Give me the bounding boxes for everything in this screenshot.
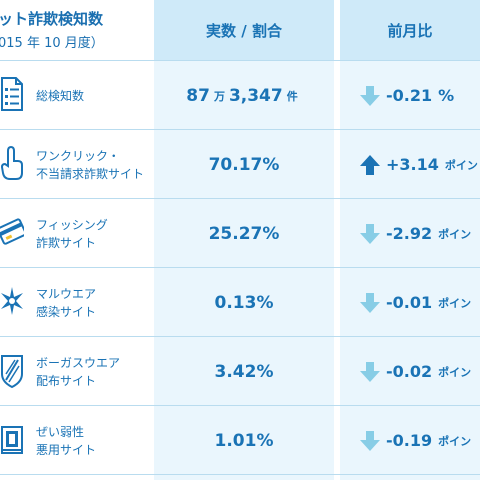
label-line: 感染サイト bbox=[36, 304, 97, 319]
malware-star-icon bbox=[0, 281, 24, 321]
change-value: -0.01 bbox=[386, 293, 433, 312]
table-row-oneclick: ワンクリック・ 不当請求詐欺サイト 70.17% +3.14 ポイン bbox=[0, 130, 480, 199]
arrow-down-icon bbox=[360, 223, 380, 244]
label-line: ぜい弱性 bbox=[36, 424, 85, 439]
row-change: +3.14 ポイン bbox=[360, 130, 478, 199]
row-value: 3.42% bbox=[214, 361, 274, 382]
row-change: -0.01 ポイン bbox=[360, 268, 471, 337]
row-divider bbox=[0, 336, 480, 337]
title-line-1: ット詐欺検知数 bbox=[0, 10, 104, 28]
change-value: -0.02 bbox=[386, 362, 433, 381]
label-line: フィッシング bbox=[36, 217, 108, 232]
change-unit: ポイン bbox=[438, 296, 472, 310]
row-label: 総検知数 bbox=[36, 61, 84, 130]
row-divider bbox=[0, 60, 480, 61]
change-unit: % bbox=[438, 86, 455, 105]
row-divider bbox=[0, 474, 480, 475]
label-line: ワンクリック・ bbox=[36, 148, 120, 163]
row-label: フィッシング 詐欺サイト bbox=[36, 199, 108, 268]
row-label: ぜい弱性 悪用サイト bbox=[36, 406, 96, 475]
shield-icon bbox=[0, 350, 24, 390]
change-value: -2.92 bbox=[386, 224, 433, 243]
row-change: -2.92 ポイン bbox=[360, 199, 471, 268]
prev-column-background bbox=[340, 0, 480, 480]
row-divider bbox=[0, 267, 480, 268]
hand-cursor-icon bbox=[0, 143, 24, 183]
arrow-down-icon bbox=[360, 361, 380, 382]
table-row-total: 総検知数 87 万 3,347 件 -0.21 % bbox=[0, 61, 480, 130]
row-value: 0.13% bbox=[214, 292, 274, 313]
change-value: -0.21 bbox=[386, 86, 433, 105]
row-divider bbox=[0, 198, 480, 199]
label-line: ボーガスウエア bbox=[36, 355, 121, 370]
row-change: -0.02 ポイン bbox=[360, 337, 471, 406]
credit-card-icon bbox=[0, 212, 27, 252]
ratio-column-header: 実数 / 割合 bbox=[154, 0, 334, 60]
row-divider bbox=[0, 129, 480, 130]
arrow-down-icon bbox=[360, 292, 380, 313]
change-value: +3.14 bbox=[386, 155, 439, 174]
row-value: 1.01% bbox=[214, 430, 274, 451]
value-suffix: 件 bbox=[286, 89, 298, 103]
row-change: -0.19 ポイン bbox=[360, 406, 471, 475]
label-line: マルウエア bbox=[36, 286, 97, 301]
value-main: 87 bbox=[186, 85, 210, 106]
change-value: -0.19 bbox=[386, 431, 433, 450]
document-list-icon bbox=[0, 74, 24, 114]
title-line-2: 015 年 10 月度） bbox=[0, 36, 104, 51]
row-change: -0.21 % bbox=[360, 61, 454, 130]
label-line: 不当請求詐欺サイト bbox=[36, 166, 145, 181]
table-row-vulnerability: ぜい弱性 悪用サイト 1.01% -0.19 ポイン bbox=[0, 406, 480, 475]
row-label: ワンクリック・ 不当請求詐欺サイト bbox=[36, 130, 144, 199]
vulnerable-window-icon bbox=[0, 419, 24, 459]
label-line: 配布サイト bbox=[36, 373, 97, 388]
row-value: 87 万 3,347 件 bbox=[154, 61, 334, 130]
value-unit: 万 bbox=[213, 89, 225, 103]
arrow-up-icon bbox=[360, 154, 380, 175]
table-row-phishing: フィッシング 詐欺サイト 25.27% -2.92 ポイン bbox=[0, 199, 480, 268]
label-line: 総検知数 bbox=[36, 88, 85, 103]
label-line: 悪用サイト bbox=[36, 442, 97, 457]
row-divider bbox=[0, 405, 480, 406]
label-line: 詐欺サイト bbox=[36, 235, 97, 250]
change-unit: ポイン bbox=[444, 158, 478, 172]
change-unit: ポイン bbox=[438, 434, 472, 448]
value-rest: 3,347 bbox=[228, 85, 283, 106]
table-row-malware: マルウエア 感染サイト 0.13% -0.01 ポイン bbox=[0, 268, 480, 337]
table-title: ット詐欺検知数 015 年 10 月度） bbox=[0, 0, 150, 58]
change-unit: ポイン bbox=[438, 365, 472, 379]
table-row-bogusware: ボーガスウエア 配布サイト 3.42% -0.02 ポイン bbox=[0, 337, 480, 406]
arrow-down-icon bbox=[360, 430, 380, 451]
row-label: ボーガスウエア 配布サイト bbox=[36, 337, 120, 406]
change-unit: ポイン bbox=[438, 227, 472, 241]
row-value: 25.27% bbox=[208, 223, 280, 244]
row-value: 70.17% bbox=[208, 154, 280, 175]
prev-month-column-header: 前月比 bbox=[340, 0, 480, 60]
arrow-down-icon bbox=[360, 85, 380, 106]
ratio-column-background bbox=[154, 0, 334, 480]
row-label: マルウエア 感染サイト bbox=[36, 268, 96, 337]
